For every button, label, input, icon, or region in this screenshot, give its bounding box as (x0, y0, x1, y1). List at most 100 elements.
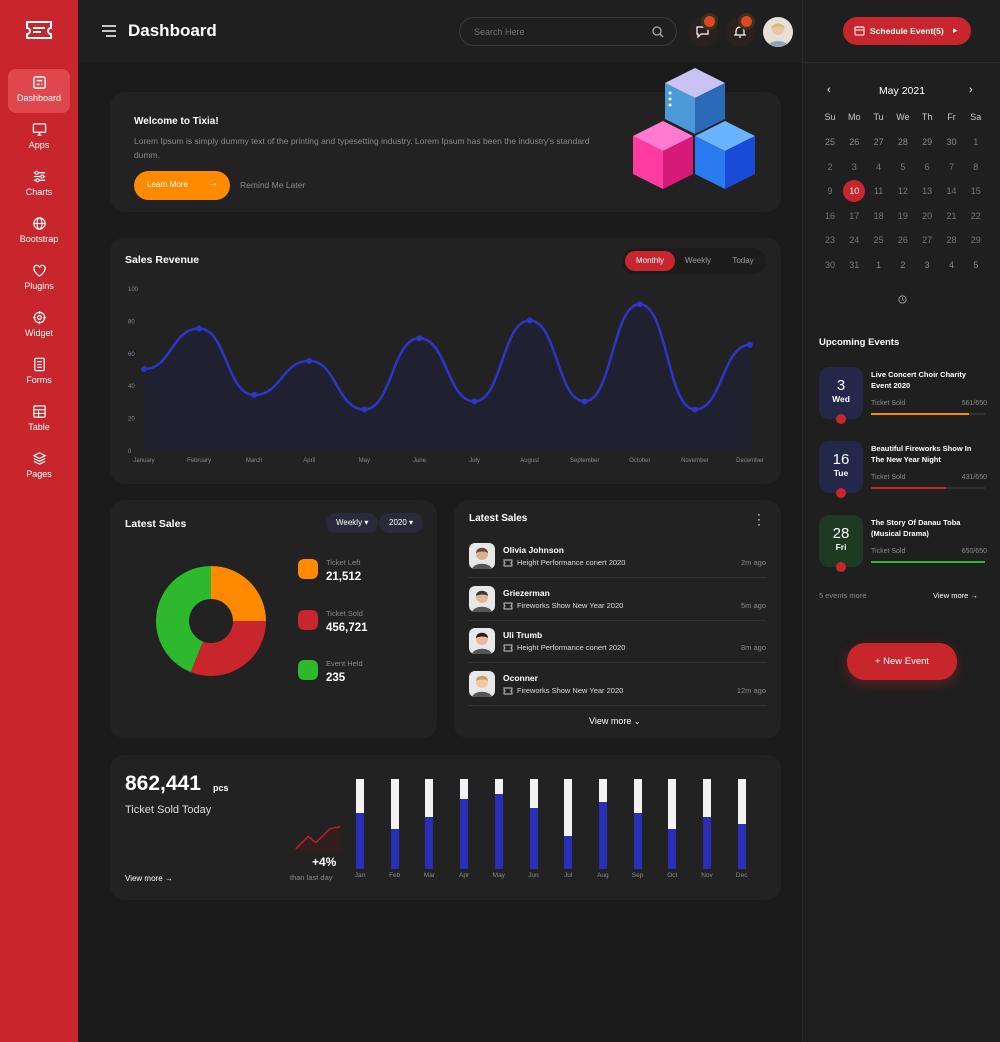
menu-icon[interactable] (102, 24, 116, 37)
data-point[interactable] (471, 398, 478, 405)
tab-weekly[interactable]: Weekly (684, 256, 712, 265)
calendar-day[interactable]: 29 (922, 137, 933, 147)
calendar-day[interactable]: 10 (843, 180, 866, 202)
calendar-day[interactable]: 27 (873, 137, 884, 147)
pie-slice[interactable] (211, 566, 266, 621)
sidebar-item-bootstrap[interactable]: Bootstrap (8, 210, 70, 254)
sidebar-item-widget[interactable]: Widget (8, 304, 70, 348)
data-point[interactable] (306, 357, 313, 364)
more-options-icon[interactable]: · · · (757, 507, 761, 531)
calendar-day[interactable]: 23 (824, 235, 835, 245)
data-point[interactable] (691, 406, 698, 413)
calendar-day[interactable]: 28 (946, 235, 957, 245)
calendar-day[interactable]: 9 (827, 186, 833, 196)
calendar-day[interactable]: 2 (827, 161, 833, 172)
event-item[interactable]: 3 Wed Live Concert Choir Charity Event 2… (819, 367, 987, 427)
calendar-next-icon[interactable]: › (969, 84, 973, 96)
calendar-day[interactable]: 29 (970, 235, 981, 245)
pie-slice[interactable] (190, 621, 266, 676)
calendar-day[interactable]: 5 (900, 161, 906, 172)
calendar-day[interactable]: 5 (973, 259, 979, 270)
calendar-day[interactable]: 21 (946, 210, 957, 221)
bar[interactable] (737, 824, 746, 869)
calendar-day[interactable]: 3 (924, 259, 930, 270)
bar[interactable] (633, 813, 642, 869)
sidebar-item-apps[interactable]: Apps (8, 116, 70, 160)
new-event-button[interactable]: + New Event (847, 643, 957, 680)
calendar-day[interactable]: 1 (973, 137, 979, 147)
schedule-event-button[interactable]: Schedule Event(5) ▸ (843, 17, 971, 45)
tab-monthly[interactable]: Monthly (625, 251, 675, 271)
calendar-day[interactable]: 31 (849, 259, 860, 270)
calendar-day[interactable]: 8 (973, 161, 979, 172)
calendar-day[interactable]: 15 (970, 186, 981, 196)
calendar-day[interactable]: 25 (824, 137, 835, 147)
calendar-day[interactable]: 28 (897, 137, 908, 147)
data-point[interactable] (747, 341, 753, 348)
bar[interactable] (598, 801, 607, 869)
calendar-day[interactable]: 3 (851, 161, 857, 172)
calendar-day[interactable]: 18 (873, 210, 884, 221)
calendar-day[interactable]: 16 (824, 210, 835, 221)
learn-more-button[interactable]: Learn More → (134, 171, 230, 200)
calendar-day[interactable]: 7 (948, 161, 954, 172)
bar[interactable] (529, 807, 538, 869)
calendar-day[interactable]: 13 (922, 186, 933, 196)
calendar-day[interactable]: 6 (924, 161, 930, 172)
data-point[interactable] (196, 325, 203, 332)
calendar-day[interactable]: 30 (946, 137, 957, 147)
event-item[interactable]: 16 Tue Beautiful Fireworks Show In The N… (819, 441, 987, 501)
search-input[interactable] (474, 24, 644, 40)
event-item[interactable]: 28 Fri The Story Of Danau Toba (Musical … (819, 515, 987, 575)
calendar-day[interactable]: 2 (900, 259, 906, 270)
calendar-day[interactable]: 26 (897, 235, 908, 245)
calendar-day[interactable]: 26 (849, 137, 860, 147)
calendar-day[interactable]: 1 (876, 259, 882, 270)
events-view-more[interactable]: View more → (933, 591, 978, 600)
data-point[interactable] (581, 398, 588, 405)
bar[interactable] (564, 835, 573, 869)
calendar-day[interactable]: 25 (873, 235, 884, 245)
calendar-day[interactable]: 30 (824, 259, 835, 270)
chat-button[interactable] (688, 16, 718, 47)
bar[interactable] (356, 813, 364, 869)
sidebar-item-forms[interactable]: Forms (8, 351, 70, 395)
bar[interactable] (494, 794, 503, 869)
calendar-day[interactable]: 27 (922, 235, 933, 245)
sidebar-item-dashboard[interactable]: Dashboard (8, 69, 70, 113)
calendar-day[interactable]: 22 (970, 210, 981, 221)
data-point[interactable] (361, 406, 368, 413)
data-point[interactable] (251, 391, 258, 398)
bar[interactable] (390, 829, 399, 869)
data-point[interactable] (141, 366, 147, 372)
bar[interactable] (703, 816, 711, 869)
data-point[interactable] (636, 301, 643, 308)
calendar-day[interactable]: 14 (946, 186, 957, 196)
data-point[interactable] (416, 335, 423, 342)
calendar-day[interactable]: 20 (922, 210, 933, 221)
calendar-day[interactable]: 24 (849, 235, 860, 245)
bar[interactable] (460, 798, 469, 869)
tab-today[interactable]: Today (732, 256, 754, 265)
tickets-view-more[interactable]: View more → (125, 874, 173, 883)
calendar-day[interactable]: 4 (948, 259, 954, 270)
weekly-filter[interactable]: Weekly ▾ (326, 513, 379, 533)
view-more-link[interactable]: View more ⌄ (589, 716, 641, 726)
avatar[interactable] (763, 17, 793, 47)
sidebar-item-plugins[interactable]: Plugins (8, 257, 70, 301)
bar[interactable] (425, 816, 434, 869)
calendar-day[interactable]: 4 (876, 161, 882, 172)
list-item[interactable]: Griezerman Fireworks Show New Year 2020 … (468, 579, 766, 621)
list-item[interactable]: Oconner Fireworks Show New Year 2020 12m… (468, 664, 766, 706)
sidebar-item-pages[interactable]: Pages (8, 445, 70, 489)
remind-later-link[interactable]: Remind Me Later (240, 180, 306, 190)
search-icon[interactable] (652, 26, 664, 38)
logo-icon[interactable] (25, 18, 53, 42)
data-point[interactable] (526, 317, 533, 324)
bell-button[interactable] (725, 16, 755, 47)
pie-slice[interactable] (156, 566, 211, 673)
calendar-prev-icon[interactable]: ‹ (827, 84, 831, 96)
sidebar-item-table[interactable]: Table (8, 398, 70, 442)
calendar-day[interactable]: 11 (873, 186, 884, 196)
calendar-day[interactable]: 12 (897, 186, 908, 196)
